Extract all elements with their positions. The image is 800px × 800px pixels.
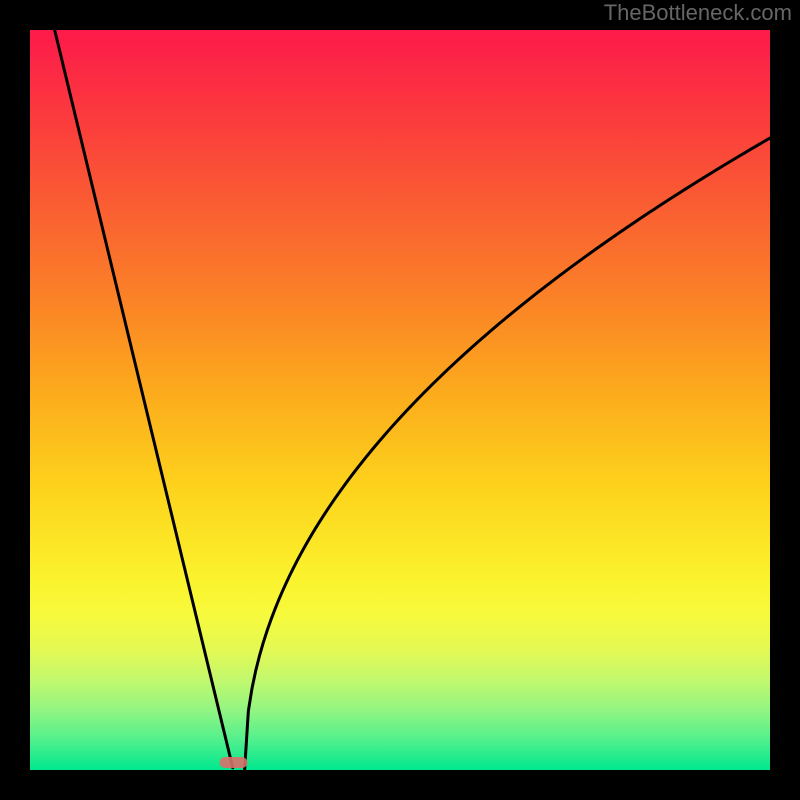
watermark-text: TheBottleneck.com <box>604 0 792 26</box>
chart-svg <box>0 0 800 800</box>
chart-background-gradient <box>30 30 770 770</box>
chart-container: TheBottleneck.com <box>0 0 800 800</box>
valley-marker <box>220 757 248 768</box>
